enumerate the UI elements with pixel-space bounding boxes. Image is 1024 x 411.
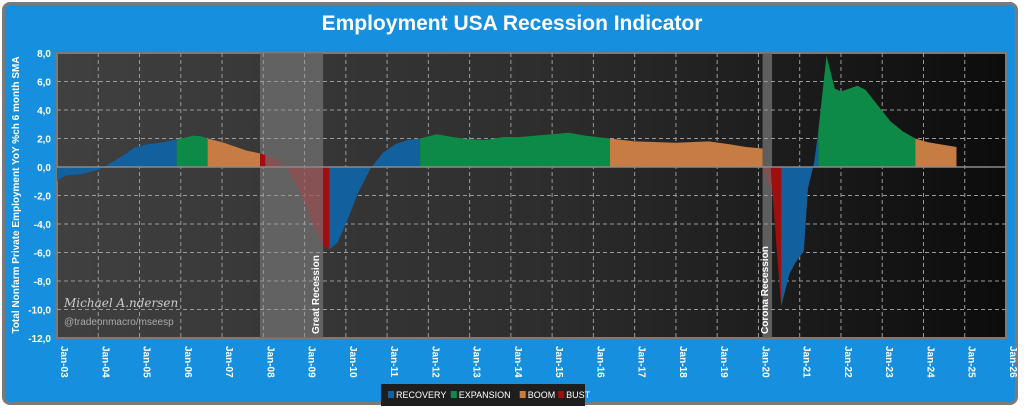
x-tick-label: Jan-15 [553,346,564,378]
y-axis-label: Total Nonfarm Private Employment YoY %ch… [11,56,22,333]
x-tick-label: Jan-08 [264,346,275,378]
x-tick-label: Jan-26 [1007,346,1018,378]
x-tick-label: Jan-10 [347,346,358,378]
area-expansion [176,135,208,167]
y-tick-label: -8,0 [34,277,52,288]
x-tick-label: Jan-25 [966,346,977,378]
y-tick-label: -4,0 [34,220,52,231]
legend-label-bust: BUST [566,390,591,400]
x-tick-label: Jan-21 [801,346,812,378]
watermark-author: Michael A.ndersen [63,296,178,310]
legend-swatch-bust [558,391,565,398]
legend-label-expansion: EXPANSION [459,390,511,400]
x-tick-label: Jan-16 [594,346,605,378]
x-tick-label: Jan-23 [883,346,894,378]
y-tick-label: -10,0 [28,306,51,317]
area-bust [323,167,330,250]
area-bust_faded [762,167,771,189]
y-tick-label: -12,0 [28,334,51,345]
recession-label: Great Recession [311,255,322,334]
area-bust [260,153,266,167]
x-tick-label: Jan-18 [677,346,688,378]
y-tick-label: -6,0 [34,249,52,260]
recession-label: Corona Recession [760,246,771,334]
x-tick-label: Jan-20 [759,346,770,378]
area-expansion [420,132,610,167]
area-recovery [57,139,177,182]
x-tick-label: Jan-07 [223,346,234,378]
watermark-handle: @tradeonmacro/mseesp [64,317,174,328]
y-tick-label: 2,0 [37,135,51,146]
x-tick-label: Jan-22 [842,346,853,378]
x-tick-label: Jan-13 [471,346,482,378]
x-tick-label: Jan-19 [718,346,729,378]
area-boom [207,138,261,167]
y-tick-label: 8,0 [37,49,51,60]
legend-swatch-expansion [450,391,457,398]
y-tick-label: 4,0 [37,106,51,117]
x-tick-label: Jan-24 [924,346,935,378]
legend-swatch-recovery [388,391,394,398]
x-tick-label: Jan-06 [182,346,193,378]
legend-label-boom: BOOM [528,390,556,400]
area-bust_faded [265,154,324,246]
area-recovery [781,131,819,307]
x-tick-label: Jan-05 [141,346,152,378]
x-tick-label: Jan-04 [99,346,110,378]
x-tick-label: Jan-09 [306,346,317,378]
legend: RECOVERY EXPANSION BOOM BUST [381,384,591,406]
area-expansion [818,55,916,167]
x-tick-label: Jan-17 [636,346,647,378]
x-tick-label: Jan-14 [512,346,523,378]
legend-swatch-boom [519,391,526,398]
x-tick-label: Jan-12 [429,346,440,378]
area-boom [609,138,763,167]
y-tick-label: 0,0 [37,163,51,174]
area-bust [770,167,782,307]
legend-label-recovery: RECOVERY [396,390,446,400]
x-tick-label: Jan-11 [388,346,399,378]
area-boom [915,138,957,167]
y-tick-label: -2,0 [34,192,52,203]
x-tick-label: Jan-03 [58,346,69,378]
chart-title: Employment USA Recession Indicator [321,12,703,35]
y-tick-label: 6,0 [37,78,51,89]
legend-box [381,384,585,406]
